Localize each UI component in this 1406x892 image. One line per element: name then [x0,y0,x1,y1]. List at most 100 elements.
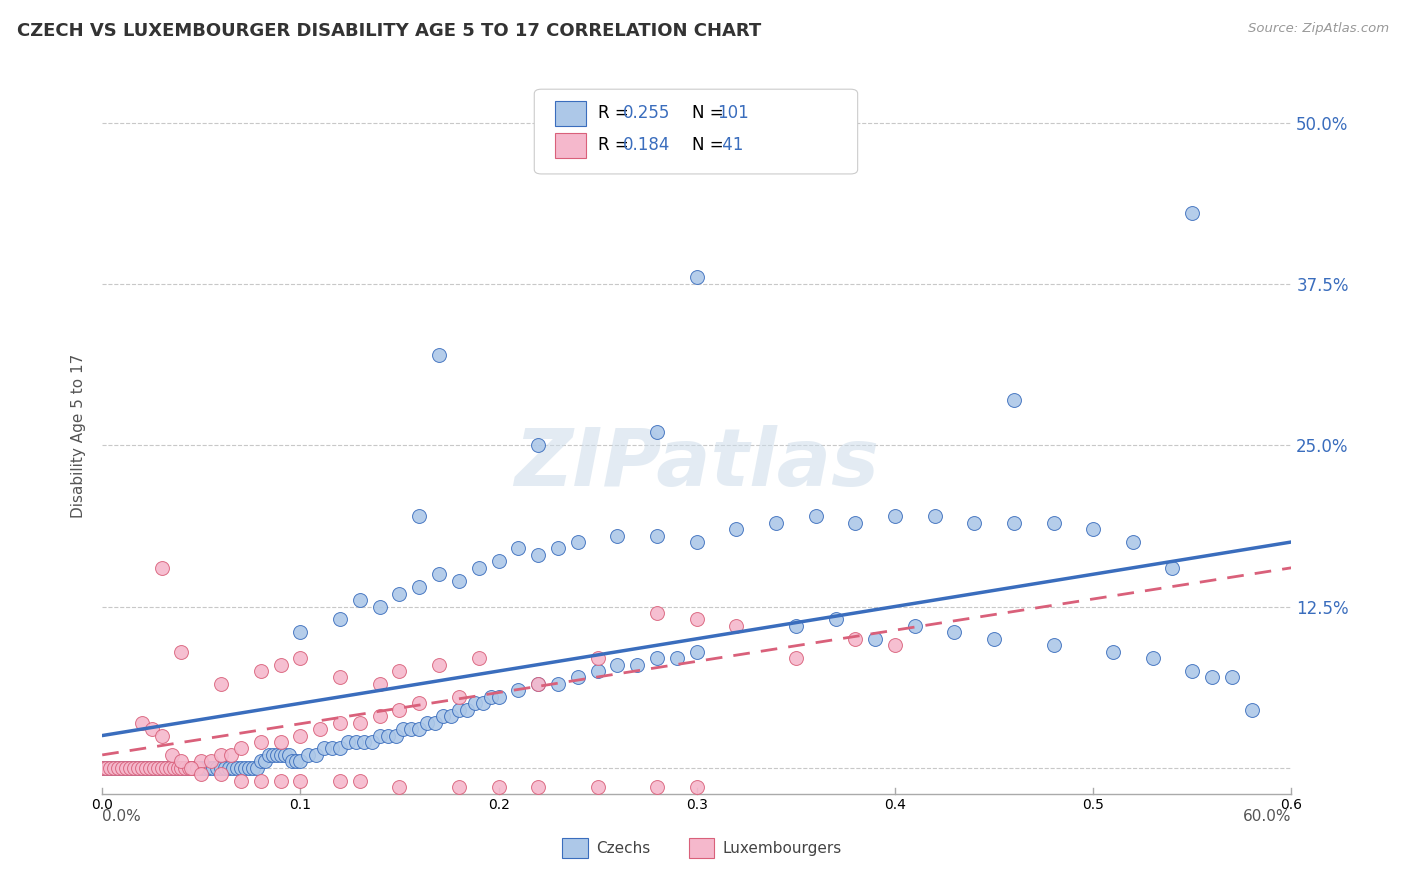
Point [270,773,292,788]
Point [1002,392,1025,407]
Point [468,561,491,575]
Point [309,722,332,736]
Point [329,671,352,685]
Point [488,690,510,704]
Point [567,535,589,549]
Text: 41: 41 [717,136,744,154]
Point [270,735,292,749]
Point [290,773,312,788]
Point [1042,516,1064,530]
Point [983,632,1005,646]
Point [725,522,748,536]
Point [135,761,157,775]
Point [686,780,709,794]
Point [127,761,149,775]
Point [194,761,217,775]
Point [863,632,886,646]
Point [606,657,628,672]
Point [118,761,141,775]
Point [170,761,193,775]
Point [96,761,118,775]
Point [427,567,450,582]
Point [115,761,138,775]
Point [179,761,201,775]
Point [508,683,530,698]
Point [118,761,141,775]
Point [209,761,232,775]
Point [471,696,494,710]
Point [1181,206,1204,220]
Point [329,715,352,730]
Point [686,612,709,626]
Text: R =: R = [598,136,634,154]
Point [115,761,138,775]
Point [586,664,609,678]
Point [166,761,188,775]
Point [242,761,264,775]
Point [586,780,609,794]
Text: ZIPatlas: ZIPatlas [515,425,879,503]
Point [249,773,271,788]
Point [432,709,454,723]
Point [139,761,162,775]
Point [122,761,145,775]
Text: N =: N = [692,104,728,122]
Point [567,671,589,685]
Point [645,780,668,794]
Point [765,516,787,530]
Point [349,715,371,730]
Point [377,729,399,743]
Point [98,761,121,775]
Point [785,651,807,665]
Point [107,761,129,775]
Point [297,747,319,762]
Point [222,761,245,775]
Point [218,761,240,775]
Point [162,761,184,775]
Point [686,270,709,285]
Text: R =: R = [598,104,634,122]
Point [160,747,183,762]
Point [408,580,430,594]
Point [285,755,308,769]
Point [183,761,205,775]
Point [447,690,470,704]
Point [440,709,463,723]
Point [131,715,153,730]
Point [388,703,411,717]
Point [103,761,125,775]
Point [388,664,411,678]
Point [401,722,423,736]
Text: Luxembourgers: Luxembourgers [723,841,842,855]
Point [122,761,145,775]
Point [425,715,447,730]
Point [336,735,359,749]
Point [606,528,628,542]
Point [645,528,668,542]
Point [392,722,415,736]
Point [427,348,450,362]
Point [329,612,352,626]
Point [290,625,312,640]
Point [253,755,276,769]
Point [166,761,188,775]
Point [665,651,688,665]
Point [135,761,157,775]
Point [226,761,249,775]
Point [1002,516,1025,530]
Point [290,729,312,743]
Point [179,761,201,775]
Point [249,664,271,678]
Point [290,651,312,665]
Point [155,761,177,775]
Point [844,516,866,530]
Text: 0.0%: 0.0% [103,809,141,824]
Point [209,767,232,781]
Y-axis label: Disability Age 5 to 17: Disability Age 5 to 17 [72,353,86,517]
Point [447,574,470,588]
Point [91,761,114,775]
Point [1201,671,1223,685]
Point [305,747,328,762]
Point [190,767,212,781]
Point [229,741,252,756]
